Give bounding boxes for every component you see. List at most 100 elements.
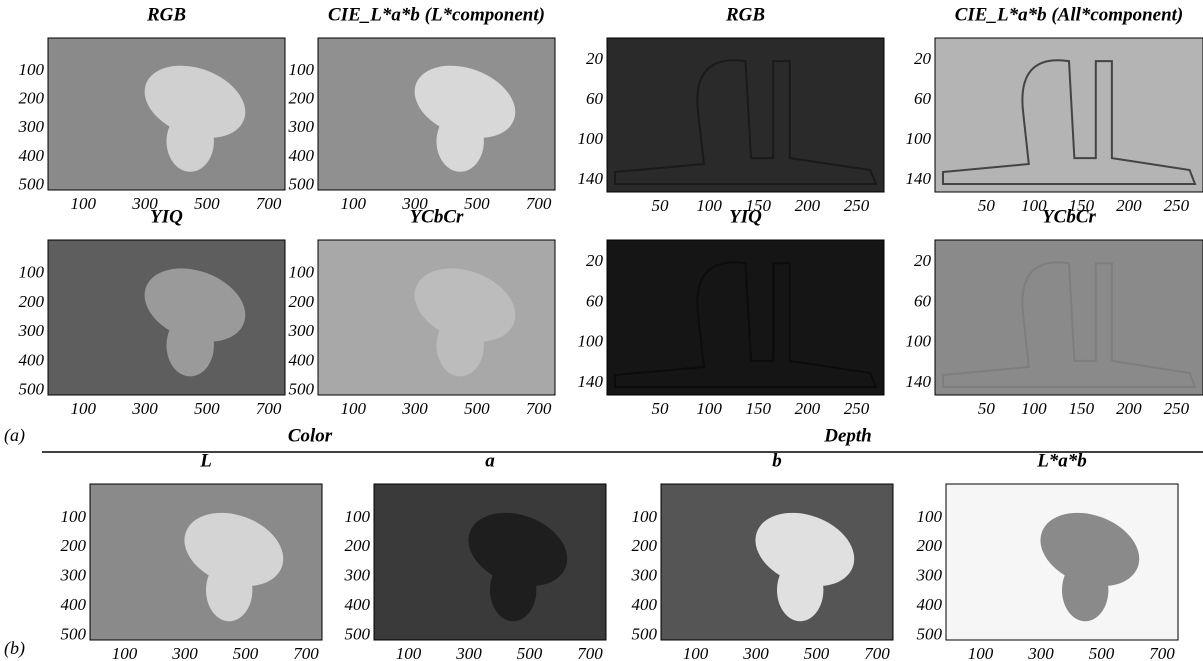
y-tick-label: 500 <box>61 624 87 643</box>
x-tick-label: 700 <box>1149 644 1175 661</box>
x-tick-label: 300 <box>401 399 428 418</box>
x-tick-label: 200 <box>795 196 821 215</box>
panel-title: YIQ <box>150 206 183 227</box>
y-tick-label: 140 <box>578 169 604 188</box>
y-tick-label: 200 <box>61 536 87 555</box>
y-tick-label: 100 <box>345 507 371 526</box>
y-tick-label: 300 <box>18 117 45 136</box>
y-tick-label: 200 <box>917 536 943 555</box>
x-tick-label: 500 <box>1089 644 1115 661</box>
x-tick-label: 150 <box>1069 399 1095 418</box>
x-tick-label: 300 <box>742 644 769 661</box>
x-tick-label: 50 <box>652 399 670 418</box>
x-tick-label: 700 <box>293 644 319 661</box>
y-tick-label: 100 <box>19 60 45 79</box>
y-tick-label: 500 <box>19 175 45 194</box>
panel-title: YIQ <box>729 206 762 227</box>
y-tick-label: 400 <box>917 595 943 614</box>
y-tick-label: 60 <box>586 89 604 108</box>
image-subject <box>167 314 214 376</box>
x-tick-label: 100 <box>696 399 722 418</box>
image-subject <box>490 559 536 621</box>
section-label: (a) <box>4 425 25 446</box>
x-tick-label: 500 <box>464 194 490 213</box>
y-tick-label: 20 <box>914 49 932 68</box>
figure: (a) Color Depth (b) RGB 100 200 300 400 500 10… <box>0 0 1203 661</box>
x-tick-label: 50 <box>978 196 996 215</box>
x-tick-label: 100 <box>340 399 366 418</box>
y-tick-label: 100 <box>632 507 658 526</box>
y-tick-label: 400 <box>289 146 315 165</box>
y-tick-label: 20 <box>586 49 604 68</box>
x-tick-label: 700 <box>864 644 890 661</box>
y-tick-label: 60 <box>914 291 932 310</box>
x-tick-label: 50 <box>652 196 670 215</box>
y-tick-label: 400 <box>289 350 315 369</box>
image-subject <box>777 559 823 621</box>
x-tick-label: 100 <box>112 644 138 661</box>
y-tick-label: 500 <box>345 624 371 643</box>
y-tick-label: 500 <box>632 624 658 643</box>
x-tick-label: 250 <box>1164 196 1190 215</box>
section-heading: Color <box>288 425 333 446</box>
y-tick-label: 140 <box>906 372 932 391</box>
x-tick-label: 500 <box>194 399 220 418</box>
y-tick-label: 400 <box>345 595 371 614</box>
y-tick-label: 140 <box>578 372 604 391</box>
panel-title: a <box>485 450 495 471</box>
y-tick-label: 20 <box>914 251 932 270</box>
x-tick-label: 500 <box>233 644 259 661</box>
y-tick-label: 500 <box>917 624 943 643</box>
x-tick-label: 700 <box>526 399 552 418</box>
panel-title: RGB <box>725 4 765 25</box>
y-tick-label: 500 <box>289 380 315 399</box>
x-tick-label: 500 <box>804 644 830 661</box>
y-tick-label: 200 <box>345 536 371 555</box>
x-tick-label: 700 <box>256 194 282 213</box>
x-tick-label: 100 <box>70 399 96 418</box>
y-tick-label: 300 <box>288 117 315 136</box>
y-tick-label: 100 <box>906 129 932 148</box>
y-tick-label: 60 <box>914 89 932 108</box>
y-tick-label: 300 <box>60 566 87 585</box>
x-tick-label: 700 <box>577 644 603 661</box>
y-tick-label: 300 <box>288 321 315 340</box>
y-tick-label: 100 <box>578 332 604 351</box>
y-tick-label: 100 <box>289 263 315 282</box>
x-tick-label: 250 <box>844 399 870 418</box>
panel-title: CIE_L*a*b (All*component) <box>955 4 1184 25</box>
y-tick-label: 400 <box>632 595 658 614</box>
image-subject <box>167 111 214 172</box>
x-tick-label: 500 <box>517 644 543 661</box>
x-tick-label: 200 <box>1116 399 1142 418</box>
image-subject <box>1062 559 1108 621</box>
y-tick-label: 400 <box>19 350 45 369</box>
panel-title: L <box>199 450 212 471</box>
y-tick-label: 60 <box>586 291 604 310</box>
y-tick-label: 100 <box>289 60 315 79</box>
y-tick-label: 20 <box>586 251 604 270</box>
x-tick-label: 250 <box>1164 399 1190 418</box>
y-tick-label: 300 <box>344 566 371 585</box>
x-tick-label: 100 <box>340 194 366 213</box>
section-heading: Depth <box>823 425 872 446</box>
x-tick-label: 300 <box>455 644 482 661</box>
y-tick-label: 200 <box>289 292 315 311</box>
panel-title: CIE_L*a*b (L*component) <box>328 4 545 25</box>
x-tick-label: 100 <box>683 644 709 661</box>
x-tick-label: 300 <box>171 644 198 661</box>
panel-title: RGB <box>146 4 186 25</box>
y-tick-label: 200 <box>19 292 45 311</box>
panel-title: YCbCr <box>410 206 464 227</box>
y-tick-label: 200 <box>289 89 315 108</box>
x-tick-label: 300 <box>1027 644 1054 661</box>
y-tick-label: 400 <box>61 595 87 614</box>
y-tick-label: 140 <box>906 169 932 188</box>
y-tick-label: 100 <box>61 507 87 526</box>
panel-title: L*a*b <box>1036 450 1087 471</box>
image-subject <box>206 559 252 621</box>
y-tick-label: 100 <box>19 263 45 282</box>
x-tick-label: 50 <box>978 399 996 418</box>
section-label: (b) <box>4 638 25 659</box>
y-tick-label: 300 <box>18 321 45 340</box>
